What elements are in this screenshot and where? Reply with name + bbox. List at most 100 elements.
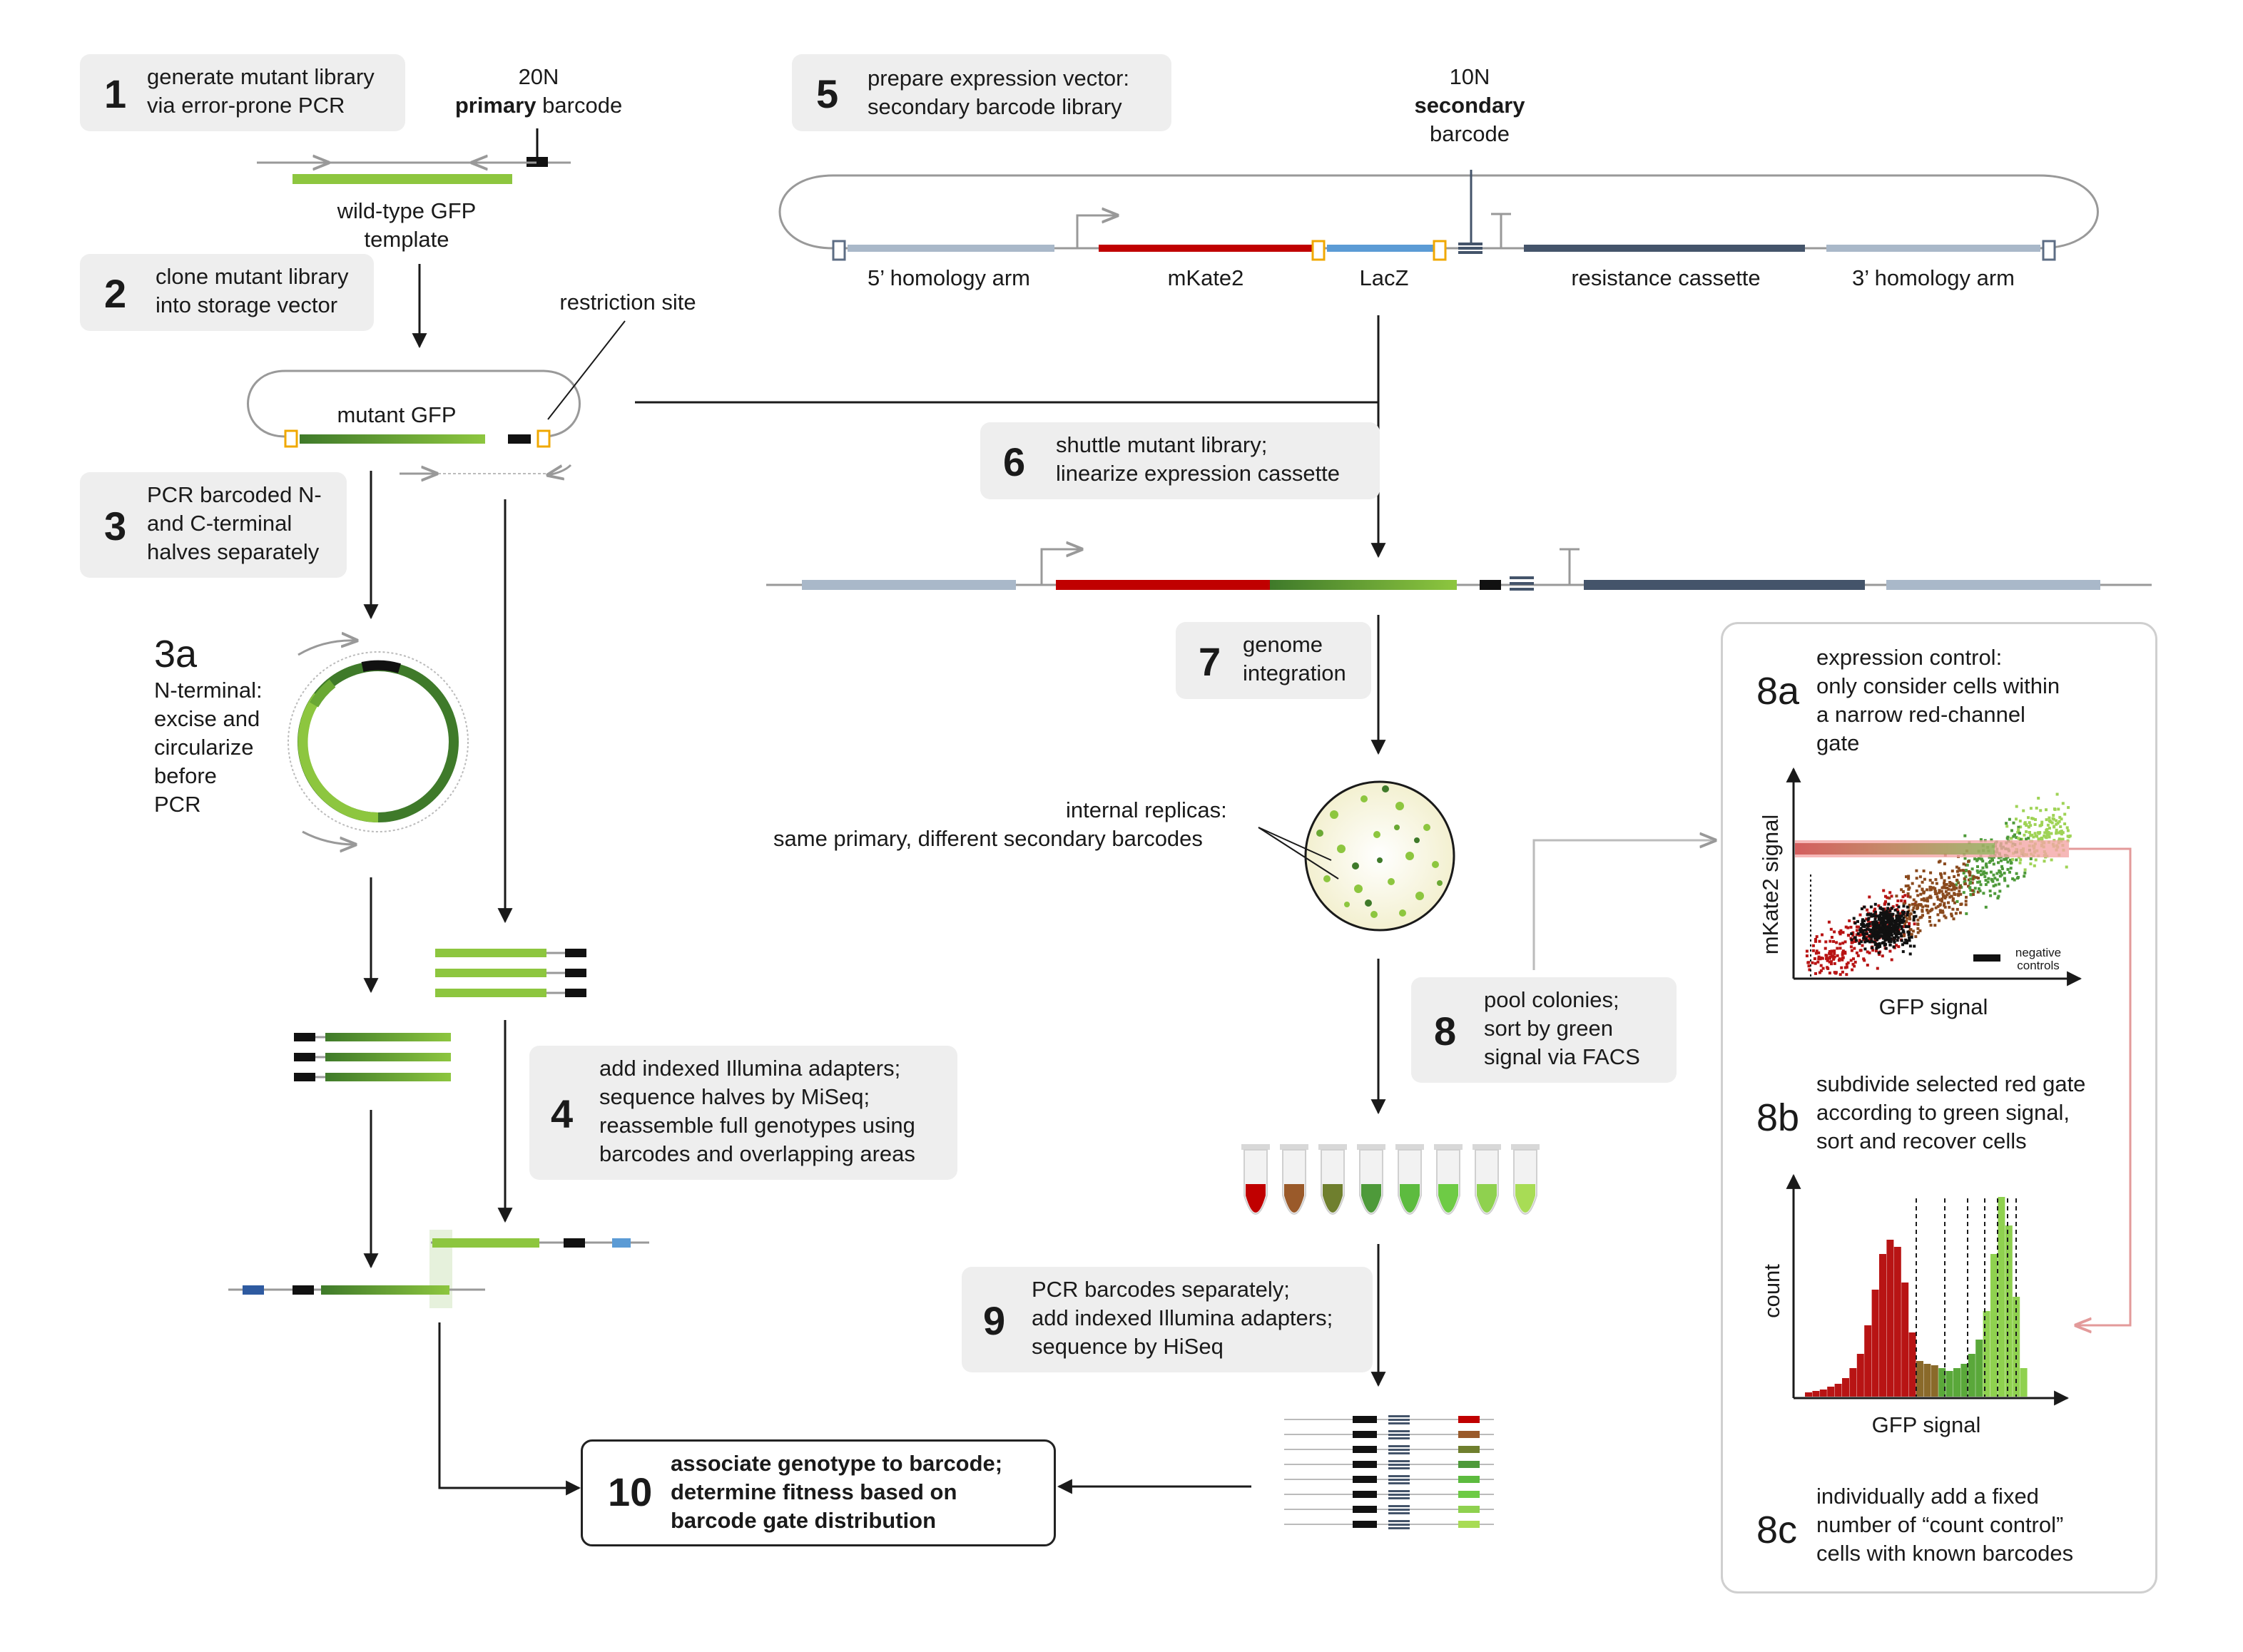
mutant-gfp-label: mutant GFP bbox=[337, 402, 457, 427]
step7-line1: genome bbox=[1243, 632, 1323, 657]
step8c-line3: cells with known barcodes bbox=[1816, 1541, 2074, 1566]
histogram-bar bbox=[1901, 1283, 1909, 1397]
histogram-bar bbox=[1864, 1325, 1872, 1397]
sequencing-read bbox=[1284, 1520, 1494, 1529]
step4-box bbox=[529, 1046, 957, 1180]
sorted-tubes bbox=[1241, 1144, 1540, 1215]
histogram-bar bbox=[1827, 1387, 1835, 1397]
expression-vector-plasmid bbox=[778, 170, 2099, 261]
step3-line3: halves separately bbox=[147, 539, 320, 564]
secondary-barcode-10n: 10N bbox=[1449, 64, 1490, 89]
histogram-bar bbox=[2020, 1368, 2028, 1397]
sequencing-read bbox=[1284, 1430, 1494, 1439]
histogram-bar bbox=[2013, 1297, 2020, 1397]
step4-line1: add indexed Illumina adapters; bbox=[599, 1056, 901, 1081]
histogram-bar bbox=[1990, 1254, 1998, 1397]
barcode-reads bbox=[1284, 1415, 1494, 1529]
step8a-line4: gate bbox=[1816, 730, 1860, 755]
step2-line1: clone mutant library bbox=[156, 264, 349, 289]
step2-number: 2 bbox=[104, 271, 127, 316]
linearized-expression-cassette bbox=[766, 549, 2152, 591]
secondary-barcode-word: barcode bbox=[1429, 121, 1510, 146]
step7-line2: integration bbox=[1243, 661, 1346, 685]
step3a-line2: excise and bbox=[154, 706, 260, 731]
step3-line1: PCR barcoded N- bbox=[147, 482, 322, 507]
facs-panel bbox=[1721, 622, 2157, 1594]
step5-number: 5 bbox=[816, 71, 839, 116]
step1-number: 1 bbox=[104, 71, 127, 116]
step8c-number: 8c bbox=[1756, 1509, 1798, 1551]
step5-line1: prepare expression vector: bbox=[868, 66, 1130, 91]
step8-line3: signal via FACS bbox=[1484, 1044, 1640, 1069]
step9-box bbox=[962, 1267, 1373, 1372]
step5-box bbox=[792, 54, 1171, 131]
histogram-bar bbox=[1812, 1391, 1820, 1397]
step8c-line2: number of “count control” bbox=[1816, 1512, 2064, 1537]
histogram-bar bbox=[1960, 1364, 1968, 1397]
step10-number: 10 bbox=[608, 1469, 653, 1514]
primary-barcode-20n: 20N bbox=[518, 64, 559, 89]
tube-icon bbox=[1357, 1144, 1385, 1215]
negative-controls-line1: negative bbox=[2015, 946, 2062, 959]
step4-line3: reassemble full genotypes using bbox=[599, 1113, 915, 1138]
petri-dish-icon bbox=[1258, 780, 1455, 932]
sequencing-read bbox=[1284, 1415, 1494, 1424]
template-label-line1: wild-type GFP bbox=[337, 198, 477, 223]
secondary-barcode-bold: secondary bbox=[1414, 93, 1525, 118]
histogram-bar bbox=[1983, 1311, 1990, 1397]
step1-line2: via error-prone PCR bbox=[147, 93, 345, 118]
histogram-x-label: GFP signal bbox=[1871, 1412, 1981, 1437]
step2-box bbox=[80, 254, 374, 331]
step9-line1: PCR barcodes separately; bbox=[1032, 1277, 1290, 1302]
homology5-label: 5’ homology arm bbox=[867, 265, 1030, 290]
step8-box bbox=[1411, 977, 1677, 1083]
histogram-bar bbox=[1975, 1340, 1983, 1397]
primary-barcode-label: primary barcode bbox=[442, 91, 635, 120]
sequencing-read bbox=[1284, 1490, 1494, 1499]
step6-line1: shuttle mutant library; bbox=[1056, 432, 1268, 457]
tube-icon bbox=[1280, 1144, 1308, 1215]
sequencing-read bbox=[1284, 1460, 1494, 1469]
scatter-plot bbox=[1786, 767, 2132, 1325]
replicas-line2: same primary, different secondary barcod… bbox=[773, 826, 1203, 851]
step9-number: 9 bbox=[983, 1298, 1006, 1343]
step8-number: 8 bbox=[1434, 1009, 1457, 1054]
primary-barcode-rest: barcode bbox=[536, 93, 623, 118]
histogram-bar bbox=[1849, 1368, 1857, 1397]
scatter-y-label: mKate2 signal bbox=[1758, 814, 1783, 955]
step4-line4: barcodes and overlapping areas bbox=[599, 1141, 915, 1166]
circularized-n-terminal bbox=[288, 641, 469, 845]
c-terminal-pcr-products bbox=[435, 949, 586, 997]
sequencing-read bbox=[1284, 1475, 1494, 1484]
primary-barcode-bold: primary bbox=[454, 93, 536, 118]
template-label-line2: template bbox=[364, 227, 449, 252]
tube-icon bbox=[1434, 1144, 1463, 1215]
step3a-line5: PCR bbox=[154, 792, 201, 817]
step5-line2: secondary barcode library bbox=[868, 94, 1122, 119]
histogram-bar bbox=[1893, 1247, 1901, 1397]
mkate2-label: mKate2 bbox=[1167, 265, 1244, 290]
homology3-label: 3’ homology arm bbox=[1851, 265, 2015, 290]
tube-icon bbox=[1395, 1144, 1424, 1215]
histogram bbox=[1786, 1173, 2070, 1406]
step10-line1: associate genotype to barcode; bbox=[671, 1451, 1003, 1476]
histogram-bar bbox=[1871, 1290, 1879, 1397]
step4-line2: sequence halves by MiSeq; bbox=[599, 1084, 870, 1109]
step8b-line1: subdivide selected red gate bbox=[1816, 1071, 2086, 1096]
step3a-line1: N-terminal: bbox=[154, 678, 263, 703]
storage-vector-plasmid bbox=[247, 320, 626, 475]
tube-icon bbox=[1511, 1144, 1540, 1215]
histogram-y-label: count bbox=[1759, 1264, 1784, 1318]
step7-box bbox=[1176, 622, 1371, 699]
step6-box bbox=[980, 422, 1380, 499]
step9-line3: sequence by HiSeq bbox=[1032, 1334, 1224, 1359]
histogram-bar bbox=[1916, 1361, 1923, 1397]
step10-line2: determine fitness based on bbox=[671, 1479, 957, 1504]
step2-line2: into storage vector bbox=[156, 292, 338, 317]
step10-box bbox=[581, 1439, 1056, 1546]
histogram-bar bbox=[1946, 1371, 1953, 1397]
resistance-label: resistance cassette bbox=[1571, 265, 1761, 290]
step6-number: 6 bbox=[1003, 439, 1026, 484]
sequencing-read bbox=[1284, 1445, 1494, 1454]
